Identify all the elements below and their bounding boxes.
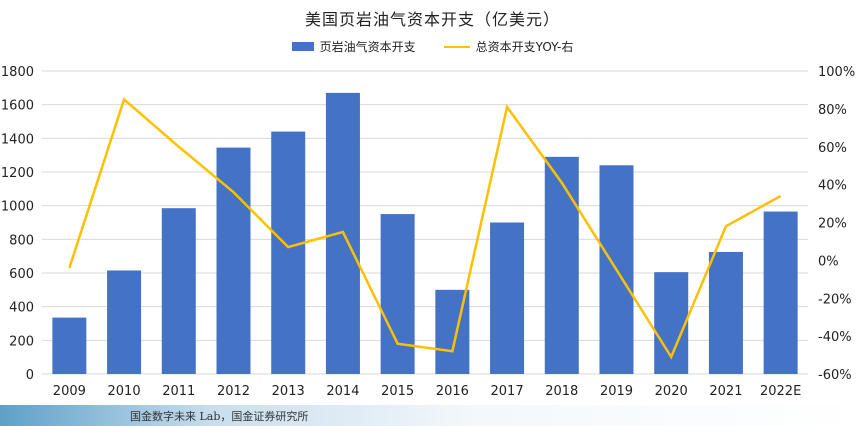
y-left-tick-label: 400 — [9, 301, 34, 316]
legend: 页岩油气资本开支 总资本开支YOY-右 — [0, 38, 865, 55]
legend-item-line: 总资本开支YOY-右 — [443, 38, 574, 55]
x-tick-label: 2013 — [272, 384, 305, 399]
legend-bar-label: 页岩油气资本开支 — [319, 40, 416, 54]
y-left-tick-label: 600 — [9, 267, 34, 282]
x-tick-label: 2020 — [655, 384, 688, 399]
x-tick-label: 2009 — [53, 384, 86, 399]
x-tick-label: 2016 — [436, 384, 469, 399]
y-left-tick-label: 800 — [9, 233, 34, 248]
bar — [271, 131, 306, 374]
x-tick-label: 2015 — [381, 384, 414, 399]
x-tick-label: 2019 — [600, 384, 633, 399]
x-tick-label: 2011 — [162, 384, 195, 399]
y-left-tick-label: 1200 — [1, 166, 34, 181]
bar — [107, 270, 142, 374]
yoy-line — [68, 97, 782, 360]
y-right-tick-label: 40% — [818, 179, 847, 194]
x-tick-label: 2018 — [545, 384, 578, 399]
legend-line-swatch — [443, 45, 470, 48]
bar — [380, 214, 415, 374]
bar — [216, 147, 251, 374]
chart-plot: 0 200 400 600 800 1000 1200 1400 1600 1800 -60% -40… — [1, 65, 855, 399]
y-left-tick-label: 1000 — [1, 200, 34, 215]
chart-title: 美国页岩油气资本开支（亿美元） — [304, 10, 560, 29]
source-note: 国金数字未来 Lab，国金证券研究所 — [130, 410, 309, 423]
y-right-tick-label: 100% — [818, 65, 855, 80]
bar — [763, 211, 798, 374]
y-right-tick-label: 20% — [818, 217, 847, 232]
x-tick-label: 2017 — [491, 384, 524, 399]
y-left-tick-label: 1800 — [1, 65, 34, 80]
x-tick-label: 2021 — [709, 384, 742, 399]
y-left-tick-label: 1600 — [1, 99, 34, 114]
bar — [544, 156, 579, 374]
y-left-tick-label: 1400 — [1, 132, 34, 147]
x-tick-label: 2012 — [217, 384, 250, 399]
bar — [708, 251, 743, 374]
x-tick-label: 2014 — [326, 384, 359, 399]
y-right-tick-label: 60% — [818, 141, 847, 156]
x-tick-label: 2010 — [108, 384, 141, 399]
legend-bar-swatch — [291, 42, 314, 51]
bar — [161, 208, 196, 374]
y-right-tick-label: -20% — [818, 292, 852, 307]
y-left-tick-label: 200 — [9, 334, 34, 349]
legend-line-label: 总资本开支YOY-右 — [475, 40, 574, 54]
bar — [490, 222, 525, 374]
y-left-tick-label: 0 — [26, 368, 34, 383]
legend-item-bar: 页岩油气资本开支 — [291, 38, 416, 55]
y-right-tick-label: 80% — [818, 103, 847, 118]
footer-bar — [0, 405, 865, 426]
y-right-tick-label: -60% — [818, 368, 852, 383]
y-right-tick-label: -40% — [818, 330, 852, 345]
x-tick-label: 2022E — [760, 384, 801, 399]
bar — [52, 317, 87, 374]
y-right-tick-label: 0% — [818, 254, 839, 269]
